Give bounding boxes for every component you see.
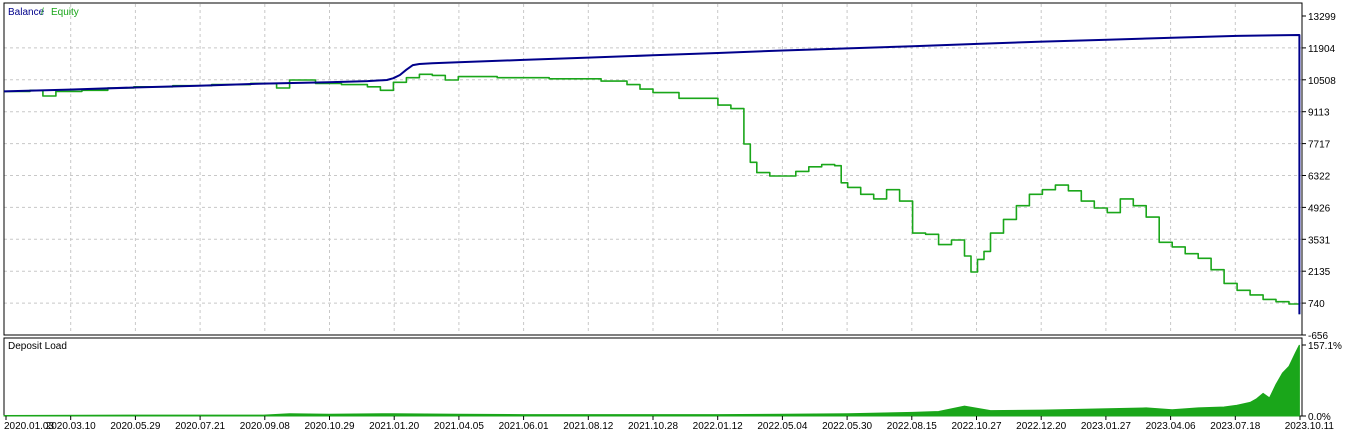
y-tick-label: 3531 xyxy=(1308,235,1331,246)
deposit-load-title: Deposit Load xyxy=(8,341,67,352)
main-grid xyxy=(4,4,1302,334)
x-tick-label: 2022.08.15 xyxy=(887,421,937,432)
x-tick-label: 2021.01.20 xyxy=(369,421,419,432)
x-tick-label: 2021.10.28 xyxy=(628,421,678,432)
x-tick-label: 2023.07.18 xyxy=(1210,421,1260,432)
x-tick-label: 2020.10.29 xyxy=(304,421,354,432)
equity-line xyxy=(4,73,1301,315)
x-tick-label: 2021.08.12 xyxy=(563,421,613,432)
deposit-y-tick-label: 0.0% xyxy=(1308,412,1331,423)
y-tick-label: 740 xyxy=(1308,299,1325,310)
x-tick-label: 2022.01.12 xyxy=(693,421,743,432)
deposit-y-axis: 157.1% 0.0% xyxy=(1302,341,1342,423)
y-tick-label: 4926 xyxy=(1308,203,1331,214)
y-tick-label: 10508 xyxy=(1308,76,1336,87)
y-tick-label: 9113 xyxy=(1308,108,1330,119)
x-tick-label: 2020.05.29 xyxy=(110,421,160,432)
legend-equity: Equity xyxy=(51,7,79,18)
legend-separator: / xyxy=(41,7,44,18)
balance-line xyxy=(3,34,1301,315)
legend-balance: Balance xyxy=(8,7,45,18)
x-tick-label: 2022.12.20 xyxy=(1016,421,1066,432)
x-tick-label: 2022.05.04 xyxy=(757,421,807,432)
x-tick-label: 2020.01.03 xyxy=(4,421,54,432)
x-tick-label: 2023.01.27 xyxy=(1081,421,1131,432)
x-tick-label: 2023.04.06 xyxy=(1146,421,1196,432)
x-tick-label: 2022.10.27 xyxy=(951,421,1001,432)
x-tick-label: 2020.03.10 xyxy=(46,421,96,432)
x-tick-label: 2020.09.08 xyxy=(240,421,290,432)
main-panel-frame xyxy=(3,2,1303,336)
x-tick-label: 2021.06.01 xyxy=(499,421,549,432)
x-tick-label: 2021.04.05 xyxy=(434,421,484,432)
deposit-load-area xyxy=(3,344,1300,417)
main-y-axis: 13299 11904 10508 9113 7717 6322 4926 3531 2135 7… xyxy=(1302,12,1336,342)
deposit-y-tick-label: 157.1% xyxy=(1308,341,1342,352)
main-series xyxy=(3,34,1301,315)
x-tick-label: 2023.10.11 xyxy=(1285,421,1335,432)
y-tick-label: -656 xyxy=(1308,331,1328,342)
deposit-series xyxy=(3,344,1300,417)
y-tick-label: 6322 xyxy=(1308,172,1331,183)
y-tick-label: 13299 xyxy=(1308,12,1336,23)
y-tick-label: 7717 xyxy=(1308,140,1331,151)
y-tick-label: 11904 xyxy=(1308,44,1336,55)
x-tick-label: 2022.05.30 xyxy=(822,421,872,432)
x-tick-label: 2020.07.21 xyxy=(175,421,225,432)
y-tick-label: 2135 xyxy=(1308,267,1331,278)
